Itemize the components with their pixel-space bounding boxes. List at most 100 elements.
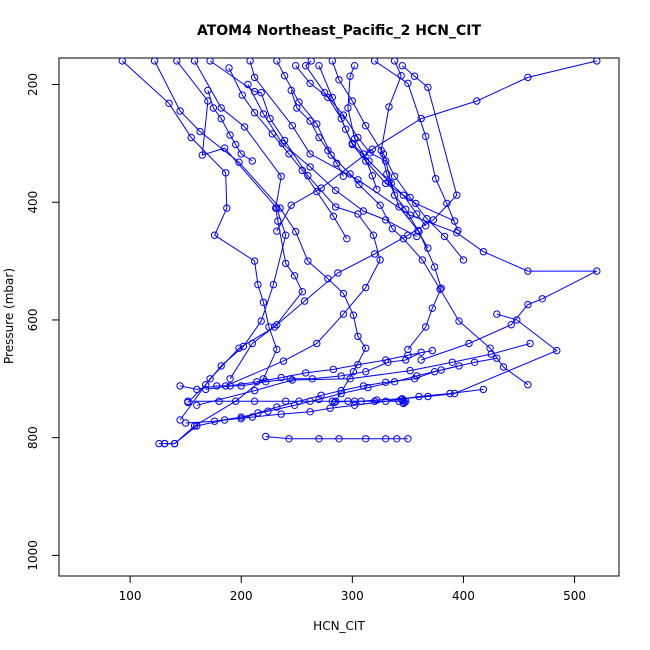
data-point [342, 125, 350, 133]
data-point [526, 339, 534, 348]
data-point [406, 366, 414, 375]
data-point [262, 432, 270, 441]
data-point [348, 97, 356, 105]
data-point [223, 204, 231, 212]
data-point [282, 231, 290, 239]
series-7 [273, 58, 532, 389]
data-point [193, 385, 201, 394]
data-point [538, 295, 546, 303]
series-29 [202, 346, 436, 394]
data-point [399, 399, 408, 408]
series-line [159, 388, 484, 445]
data-point [339, 172, 348, 181]
data-point [450, 217, 459, 225]
data-point [210, 231, 219, 239]
data-point [346, 72, 354, 80]
data-point [313, 120, 321, 128]
series-line [334, 313, 558, 403]
series-10 [370, 58, 462, 235]
data-point [346, 170, 354, 178]
data-point [287, 201, 295, 209]
data-point [257, 89, 265, 97]
data-point [412, 199, 420, 208]
data-point [298, 166, 306, 175]
series-line [154, 60, 367, 402]
data-point [422, 222, 430, 230]
data-point [402, 205, 410, 214]
data-point [217, 104, 225, 112]
data-point [459, 256, 468, 264]
data-point [390, 378, 399, 386]
series-line [380, 60, 429, 249]
data-point [246, 58, 254, 65]
series-line [207, 90, 253, 162]
data-point [217, 362, 225, 370]
data-point [250, 397, 259, 405]
data-point [307, 58, 315, 65]
data-point [313, 187, 321, 196]
data-point [213, 382, 221, 390]
data-point [306, 117, 314, 125]
data-point [118, 58, 126, 65]
data-point [404, 79, 412, 88]
data-point [432, 175, 440, 183]
data-point [332, 203, 340, 211]
data-point [290, 401, 299, 409]
data-point [324, 93, 332, 102]
data-point [399, 191, 408, 199]
series-line [179, 60, 303, 421]
data-point [335, 435, 343, 443]
data-point [150, 58, 159, 65]
data-point [202, 385, 210, 394]
data-point [273, 403, 281, 411]
data-point [348, 139, 356, 148]
series-line [331, 60, 464, 261]
data-point [398, 61, 406, 70]
data-point [222, 169, 230, 177]
data-point [453, 191, 461, 199]
series-line [318, 65, 427, 227]
data-point [237, 382, 245, 390]
data-point [287, 86, 295, 95]
data-point [337, 389, 345, 398]
y-tick-label: 600 [26, 308, 40, 331]
data-point [176, 107, 184, 115]
data-point [465, 339, 473, 348]
data-point [250, 257, 259, 265]
data-point [473, 97, 481, 105]
series-22 [193, 339, 534, 409]
data-point [413, 372, 421, 380]
data-point [277, 373, 285, 382]
data-point [272, 204, 280, 212]
data-point [440, 232, 449, 241]
series-3 [173, 58, 290, 407]
data-point [279, 357, 288, 365]
series-line [347, 65, 378, 190]
data-point [382, 216, 390, 224]
data-point [493, 354, 501, 362]
series-26 [262, 432, 412, 443]
data-point [430, 368, 439, 376]
data-point [415, 392, 423, 401]
plot-frame [58, 57, 620, 577]
series-1 [118, 58, 281, 448]
data-point [362, 435, 370, 443]
data-point [404, 435, 412, 443]
data-point [328, 58, 336, 65]
data-point [259, 298, 268, 306]
x-tick-label: 100 [119, 589, 142, 603]
data-point [524, 381, 532, 389]
data-point [226, 131, 234, 139]
y-tick-label: 800 [26, 426, 40, 449]
data-point [404, 351, 412, 359]
data-point [339, 310, 348, 318]
data-point [190, 58, 199, 65]
data-point [262, 378, 270, 386]
data-point [306, 408, 314, 416]
series-17 [244, 80, 421, 241]
series-line [276, 60, 529, 386]
data-point [395, 203, 403, 211]
data-point [288, 122, 296, 130]
data-point [377, 146, 385, 155]
data-point [210, 417, 219, 425]
